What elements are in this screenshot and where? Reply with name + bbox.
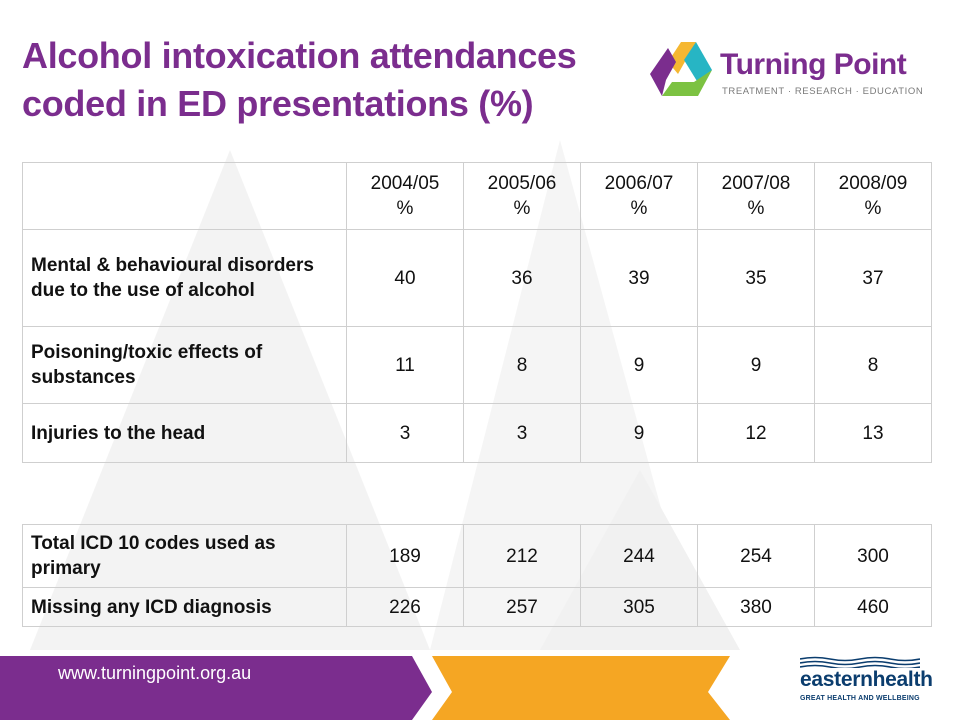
row-label: Total ICD 10 codes used as primary: [22, 524, 347, 588]
table-row: Mental & behavioural disorders due to th…: [22, 229, 932, 327]
data-cell: 8: [814, 326, 932, 404]
logo-name: Turning Point: [720, 48, 907, 81]
data-cell: 11: [346, 326, 464, 404]
data-cell: 460: [814, 587, 932, 627]
data-cell: 189: [346, 524, 464, 588]
logo-tagline: TREATMENT · RESEARCH · EDUCATION: [722, 86, 924, 97]
data-cell: 35: [697, 229, 815, 327]
data-cell: 305: [580, 587, 698, 627]
turning-point-logo: Turning Point TREATMENT · RESEARCH · EDU…: [648, 40, 923, 100]
eastern-health-logo-icon: [800, 656, 920, 668]
data-cell: 244: [580, 524, 698, 588]
row-label: Poisoning/toxic effects of substances: [22, 326, 347, 404]
data-cell: 9: [697, 326, 815, 404]
page-title: Alcohol intoxication attendances coded i…: [22, 32, 622, 128]
column-header: 2008/09%: [814, 162, 932, 230]
row-label: Injuries to the head: [22, 403, 347, 463]
data-cell: 39: [580, 229, 698, 327]
column-header: 2007/08%: [697, 162, 815, 230]
data-cell: 8: [463, 326, 581, 404]
data-cell: 212: [463, 524, 581, 588]
data-cell: 257: [463, 587, 581, 627]
table-row: Total ICD 10 codes used as primary 189 212…: [22, 524, 932, 588]
footer-bar: [0, 656, 730, 720]
partner-name-bold: eastern: [800, 668, 873, 691]
totals-table: Total ICD 10 codes used as primary 189 212…: [22, 524, 932, 627]
data-cell: 40: [346, 229, 464, 327]
data-cell: 9: [580, 403, 698, 463]
column-header: 2006/07%: [580, 162, 698, 230]
header-corner-cell: [22, 162, 347, 230]
title-line-2: coded in ED presentations (%): [22, 83, 534, 124]
data-cell: 12: [697, 403, 815, 463]
row-label: Missing any ICD diagnosis: [22, 587, 347, 627]
partner-name-light: health: [872, 668, 933, 691]
turning-point-logo-icon: [650, 42, 712, 96]
data-cell: 36: [463, 229, 581, 327]
partner-tagline: GREAT HEALTH AND WELLBEING: [800, 695, 920, 702]
data-cell: 380: [697, 587, 815, 627]
data-cell: 9: [580, 326, 698, 404]
table-row: Injuries to the head 3 3 9 12 13: [22, 403, 932, 463]
data-cell: 226: [346, 587, 464, 627]
percent-table: 2004/05% 2005/06% 2006/07% 2007/08% 2008/09%…: [22, 162, 932, 463]
data-cell: 3: [463, 403, 581, 463]
data-cell: 13: [814, 403, 932, 463]
data-cell: 300: [814, 524, 932, 588]
row-label: Mental & behavioural disorders due to th…: [22, 229, 347, 327]
eastern-health-logo: easternhealth GREAT HEALTH AND WELLBEING: [796, 654, 936, 710]
partner-name: easternhealth: [800, 668, 933, 692]
title-line-1: Alcohol intoxication attendances: [22, 35, 577, 76]
column-header: 2004/05%: [346, 162, 464, 230]
column-header: 2005/06%: [463, 162, 581, 230]
table-row: Poisoning/toxic effects of substances 11 8…: [22, 326, 932, 404]
data-cell: 37: [814, 229, 932, 327]
table-row: Missing any ICD diagnosis 226 257 305 380 460: [22, 587, 932, 627]
data-cell: 3: [346, 403, 464, 463]
data-cell: 254: [697, 524, 815, 588]
header-row: 2004/05% 2005/06% 2006/07% 2007/08% 2008/09%: [22, 162, 932, 230]
footer-url[interactable]: www.turningpoint.org.au: [58, 663, 252, 683]
